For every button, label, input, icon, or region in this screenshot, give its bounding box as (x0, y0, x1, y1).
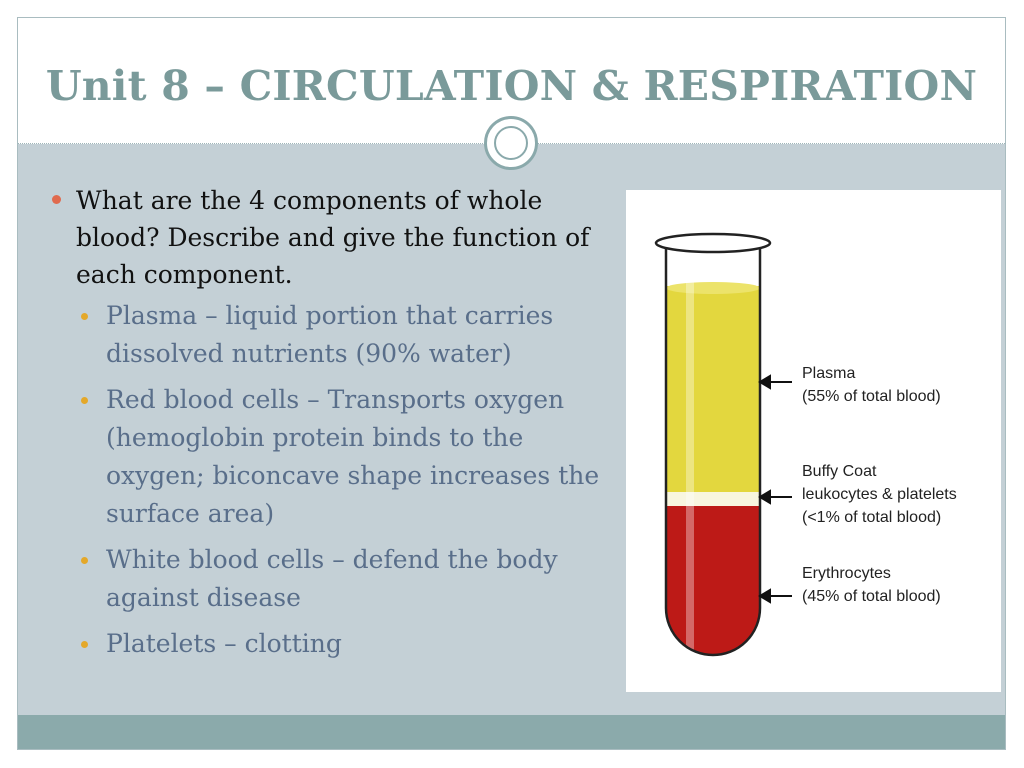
buffy-coat-desc: leukocytes & platelets (802, 486, 957, 503)
bottom-bar (18, 715, 1005, 749)
sub-bullet-plasma: Plasma – liquid portion that carries dis… (48, 297, 628, 373)
buffy-coat-layer (666, 492, 760, 506)
plasma-label: Plasma (802, 365, 855, 382)
sub-bullet-platelets: Platelets – clotting (48, 625, 628, 663)
erythrocytes-layer (666, 506, 760, 655)
circle-ornament-inner (494, 126, 528, 160)
sub-bullet-red-blood-cells: Red blood cells – Transports oxygen (hem… (48, 381, 628, 533)
slide-content: What are the 4 components of whole blood… (48, 182, 628, 671)
test-tube-figure: Plasma (55% of total blood) Buffy Coat l… (626, 190, 1001, 692)
test-tube-diagram: Plasma (55% of total blood) Buffy Coat l… (654, 232, 957, 657)
slide-frame: Unit 8 – CIRCULATION & RESPIRATION What … (17, 17, 1006, 750)
circle-ornament-icon (484, 116, 538, 170)
main-bullet: What are the 4 components of whole blood… (48, 182, 628, 293)
sub-bullet-white-blood-cells: White blood cells – defend the body agai… (48, 541, 628, 617)
plasma-arrowhead-icon (758, 374, 771, 390)
plasma-meniscus (666, 282, 760, 294)
tube-rim (654, 232, 772, 254)
erythrocytes-label: Erythrocytes (802, 565, 891, 582)
ery-arrowhead-icon (758, 588, 771, 604)
buffy-arrowhead-icon (758, 489, 771, 505)
slide-title: Unit 8 – CIRCULATION & RESPIRATION (45, 62, 978, 110)
plasma-layer (666, 286, 760, 492)
tube-highlight (686, 270, 694, 650)
buffy-coat-percent: (<1% of total blood) (802, 509, 941, 526)
sub-bullet-list: Plasma – liquid portion that carries dis… (48, 297, 628, 663)
plasma-percent: (55% of total blood) (802, 388, 941, 405)
buffy-coat-label: Buffy Coat (802, 463, 877, 480)
tube-outline (664, 246, 762, 657)
erythrocytes-percent: (45% of total blood) (802, 588, 941, 605)
